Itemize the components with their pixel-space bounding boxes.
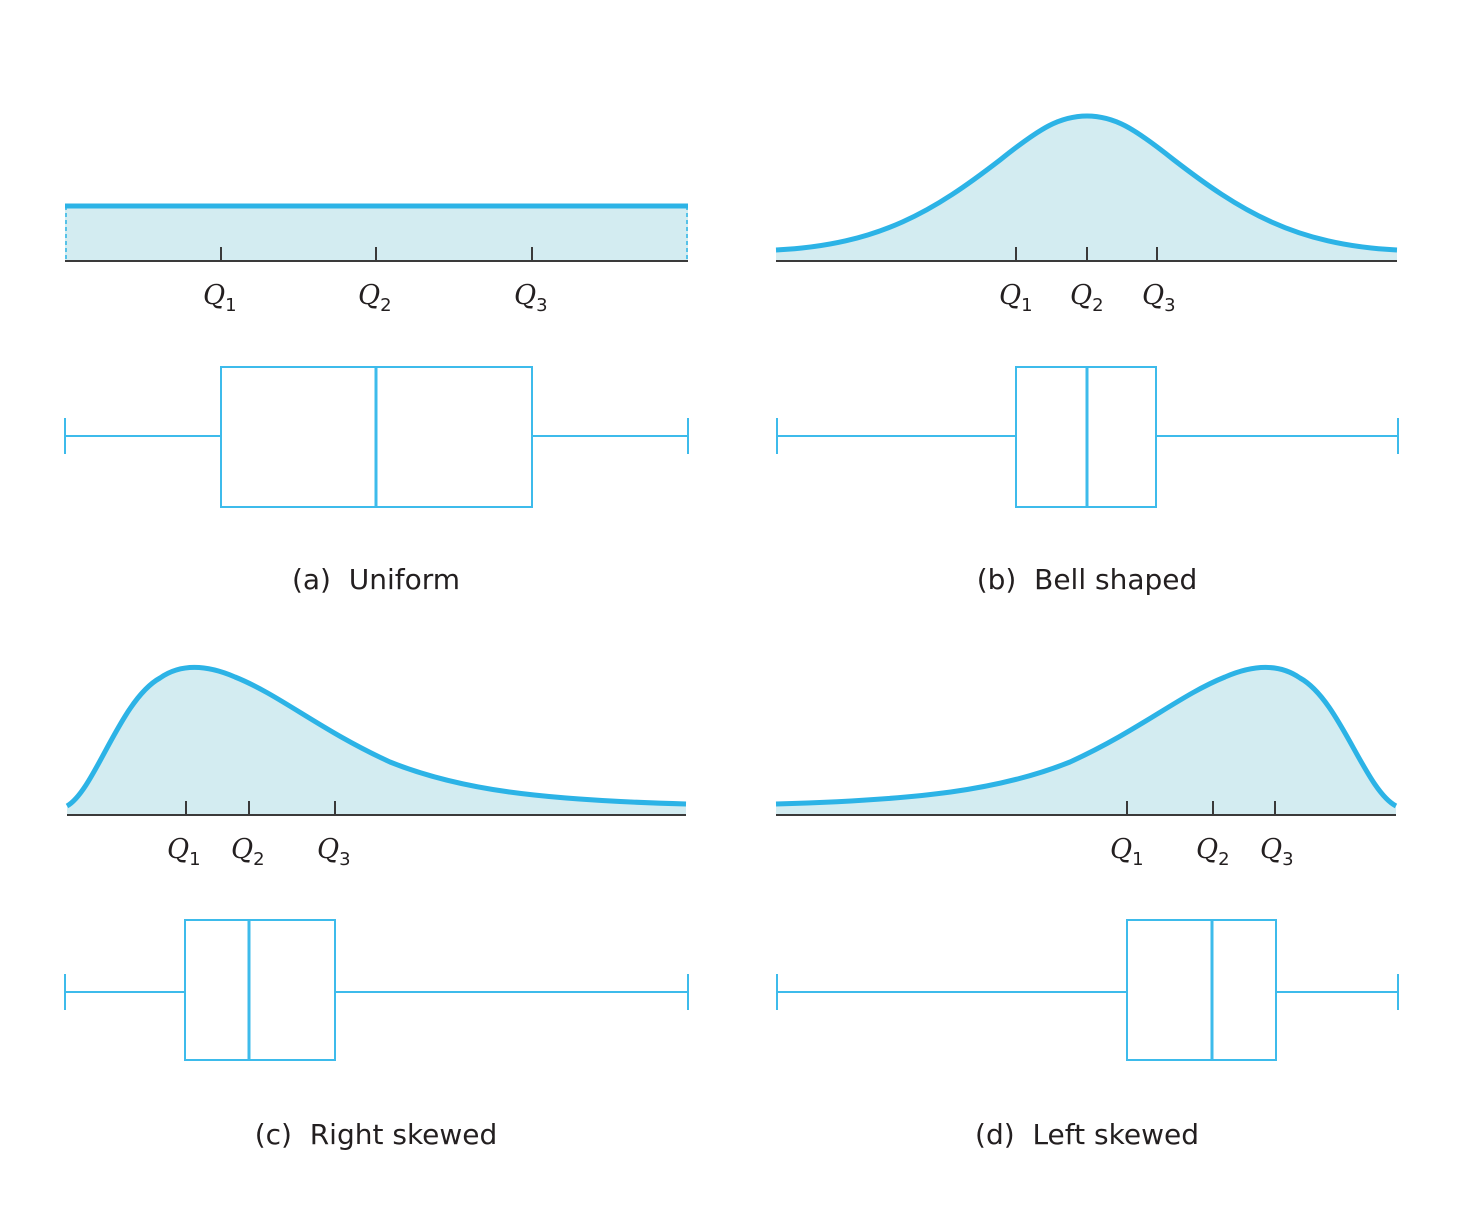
left-skewed-q1-label: Q1 [1110,834,1144,870]
right-skewed-boxplot [64,919,689,1061]
bell-density-plot: Q1 Q2 Q3 [775,113,1398,316]
bell-density-fill [776,116,1397,261]
uniform-q2-label: Q2 [358,280,392,316]
bell-density-curve [775,113,1398,253]
bell-q3-label: Q3 [1142,280,1176,316]
left-skewed-q2-label: Q2 [1196,834,1230,870]
right-skewed-box [184,919,336,1061]
right-skewed-density-curve [65,664,687,809]
left-skewed-box [1126,919,1277,1061]
left-skewed-density-curve [775,664,1398,809]
right-skewed-density-fill [67,667,686,815]
right-skewed-q3-label: Q3 [317,834,351,870]
left-skewed-density-plot: Q1 Q2 Q3 [775,664,1398,870]
left-skewed-q3-label: Q3 [1260,834,1294,870]
panel-uniform: Q1 Q2 Q3 (a) Uniform [64,203,689,596]
bell-boxplot [776,366,1399,508]
left-skewed-caption: (d) Left skewed [975,1118,1199,1151]
panel-bell-shaped: Q1 Q2 Q3 (b) Bell shaped [775,113,1399,596]
left-skewed-boxplot [776,919,1399,1061]
bell-q2-label: Q2 [1070,280,1104,316]
uniform-q3-label: Q3 [514,280,548,316]
uniform-boxplot [64,366,689,508]
right-skewed-density-plot: Q1 Q2 Q3 [65,664,687,870]
right-skewed-q2-label: Q2 [231,834,265,870]
uniform-density-plot: Q1 Q2 Q3 [65,203,688,316]
panel-left-skewed: Q1 Q2 Q3 (d) Left skewed [775,664,1399,1151]
left-skewed-density-fill [776,667,1396,815]
right-skewed-q1-label: Q1 [167,834,201,870]
uniform-caption: (a) Uniform [292,563,460,596]
bell-q1-label: Q1 [999,280,1033,316]
right-skewed-caption: (c) Right skewed [255,1118,498,1151]
bell-caption: (b) Bell shaped [977,563,1198,596]
uniform-q1-label: Q1 [203,280,237,316]
panel-right-skewed: Q1 Q2 Q3 (c) Right skewed [64,664,689,1151]
